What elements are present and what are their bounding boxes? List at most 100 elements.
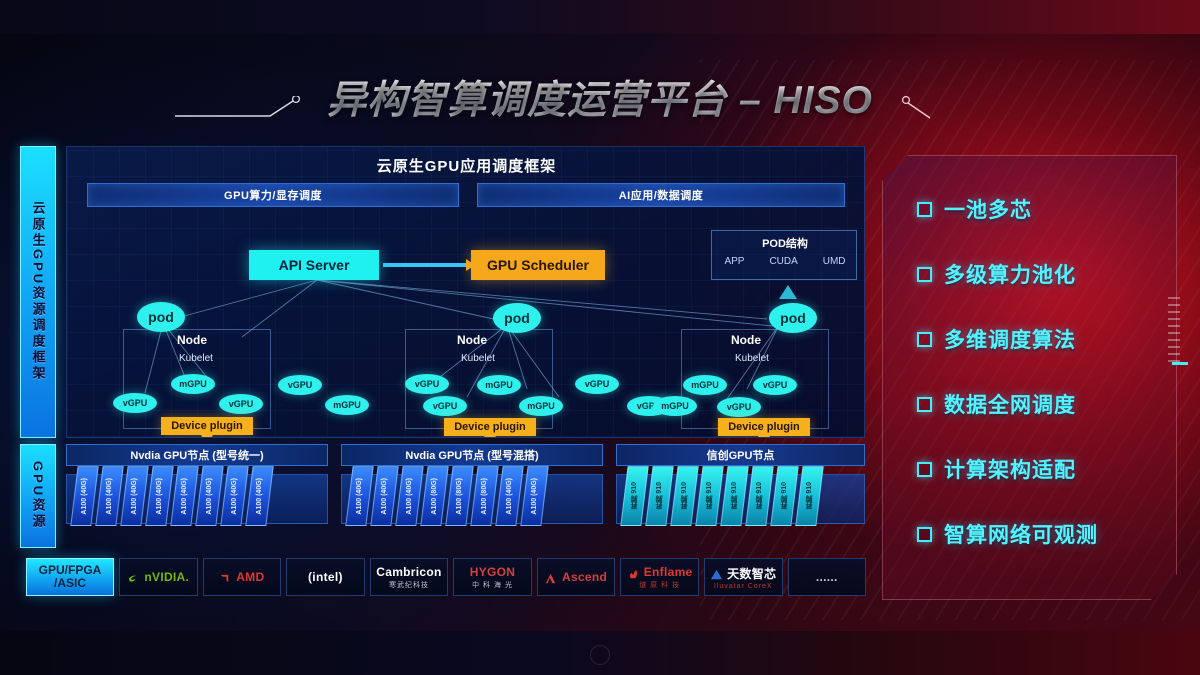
- gpu-card[interactable]: A100 (40G): [120, 466, 149, 526]
- vendor-subname: 燧 原 科 技: [639, 581, 681, 589]
- slide-title: 异构智算调度运营平台 – HISO: [327, 69, 873, 125]
- gpu-card[interactable]: A100 (40G): [520, 466, 549, 526]
- gpu-bubble-vgpu-2c[interactable]: vGPU: [575, 374, 619, 394]
- vendor-subname: Iluvatar CoreX: [713, 582, 773, 590]
- gpu-card[interactable]: A100 (40G): [345, 466, 374, 526]
- gpu-column-3-header: 信创GPU节点: [616, 444, 865, 466]
- gpu-card[interactable]: 昇腾 910: [770, 466, 799, 526]
- gpu-card[interactable]: 昇腾 910: [720, 466, 749, 526]
- device-plugin-1[interactable]: Device plugin: [161, 417, 253, 435]
- gpu-card[interactable]: A100 (80G): [420, 466, 449, 526]
- vendor-logo-row: (intel): [308, 570, 343, 584]
- vendor-cell[interactable]: ......: [787, 558, 867, 596]
- feature-item[interactable]: 多级算力池化: [917, 255, 1176, 293]
- gpu-bubble-vgpu-3a[interactable]: vGPU: [717, 397, 761, 417]
- gpu-card[interactable]: 昇腾 910: [745, 466, 774, 526]
- gpu-card[interactable]: A100 (40G): [195, 466, 224, 526]
- gpu-bubble-vgpu-2b[interactable]: vGPU: [423, 396, 467, 416]
- gpu-card[interactable]: A100 (40G): [495, 466, 524, 526]
- gpu-card[interactable]: A100 (40G): [220, 466, 249, 526]
- right-accent-stripes: [1168, 292, 1180, 362]
- vendor-cell[interactable]: HYGON 中 科 海 光: [453, 558, 532, 596]
- gpu-bubble-mgpu-1b[interactable]: mGPU: [325, 395, 369, 415]
- gpu-card[interactable]: 昇腾 910: [795, 466, 824, 526]
- vendor-cell[interactable]: Enflame 燧 原 科 技: [620, 558, 699, 596]
- pod-bubble-3[interactable]: pod: [769, 303, 817, 333]
- gpu-card-label: A100 (40G): [81, 477, 89, 515]
- framework-bar-compute[interactable]: GPU算力/显存调度: [87, 183, 459, 207]
- gpu-bubble-vgpu-3b[interactable]: vGPU: [753, 375, 797, 395]
- vendor-cell[interactable]: Cambricon 寒武纪科技: [369, 558, 449, 596]
- feature-checkbox-icon[interactable]: [917, 397, 932, 412]
- vendor-cell[interactable]: AMD: [202, 558, 282, 596]
- feature-item[interactable]: 多维调度算法: [917, 320, 1176, 358]
- gpu-card-label: 昇腾 910: [680, 482, 688, 510]
- gpu-bubble-mgpu-1a[interactable]: mGPU: [171, 374, 215, 394]
- gpu-scheduler-box[interactable]: GPU Scheduler: [471, 250, 605, 280]
- vendor-name: AMD: [236, 570, 265, 584]
- framework-block: 云原生GPU应用调度框架 GPU算力/显存调度 AI应用/数据调度: [66, 146, 865, 438]
- gpu-card[interactable]: A100 (40G): [395, 466, 424, 526]
- gpu-bubble-vgpu-1c[interactable]: vGPU: [278, 375, 322, 395]
- pod-bubble-1[interactable]: pod: [137, 302, 185, 332]
- gpu-card[interactable]: A100 (40G): [245, 466, 274, 526]
- vendor-logo-row: Ascend: [545, 570, 607, 584]
- slide-title-wrap: 异构智算调度运营平台 – HISO: [0, 66, 1200, 128]
- vendor-cell[interactable]: nVIDIA.: [119, 558, 198, 596]
- pod-bubble-2[interactable]: pod: [493, 303, 541, 333]
- vendor-subname: 寒武纪科技: [388, 581, 429, 589]
- device-plugin-3[interactable]: Device plugin: [718, 418, 810, 436]
- gpu-card[interactable]: A100 (80G): [445, 466, 474, 526]
- kubelet-label-2: Kubelet: [461, 353, 495, 364]
- gpu-card-label: A100 (40G): [181, 477, 189, 515]
- gpu-card-label: A100 (40G): [531, 477, 539, 515]
- gpu-bubble-vgpu-1b[interactable]: vGPU: [219, 394, 263, 414]
- gpu-bubble-mgpu-3a[interactable]: mGPU: [683, 375, 727, 395]
- vendor-tab-label[interactable]: GPU/FPGA /ASIC: [26, 558, 114, 596]
- gpu-card[interactable]: A100 (80G): [470, 466, 499, 526]
- gpu-bubble-mgpu-2a[interactable]: mGPU: [477, 375, 521, 395]
- vendor-cell[interactable]: Ascend: [536, 558, 616, 596]
- gpu-bubble-vgpu-1a[interactable]: vGPU: [113, 393, 157, 413]
- gpu-card[interactable]: 昇腾 910: [670, 466, 699, 526]
- gpu-card[interactable]: A100 (40G): [145, 466, 174, 526]
- feature-checkbox-icon[interactable]: [917, 462, 932, 477]
- feature-item[interactable]: 智算网络可观测: [917, 515, 1176, 553]
- feature-checkbox-icon[interactable]: [917, 267, 932, 282]
- feature-checkbox-icon[interactable]: [917, 202, 932, 217]
- vendor-tab-line2: /ASIC: [53, 576, 86, 590]
- vendor-cell[interactable]: (intel): [286, 558, 365, 596]
- vendor-name: Ascend: [562, 570, 608, 584]
- gpu-card[interactable]: A100 (40G): [370, 466, 399, 526]
- vendor-tab-line1: GPU/FPGA: [38, 563, 102, 578]
- framework-bar-ai[interactable]: AI应用/数据调度: [477, 183, 845, 207]
- feature-list: 一池多芯多级算力池化 多维调度算法 数据全网调度 计算架构适配 智算网络可观测: [917, 190, 1176, 553]
- gpu-card[interactable]: A100 (40G): [170, 466, 199, 526]
- gpu-card-label: 昇腾 910: [730, 482, 738, 510]
- vendor-cell[interactable]: 天数智芯 Iluvatar CoreX: [703, 558, 783, 596]
- gpu-bubble-vgpu-2a[interactable]: vGPU: [405, 374, 449, 394]
- side-tab-framework[interactable]: 云原生GPU资源调度框架: [20, 146, 56, 438]
- device-plugin-2[interactable]: Device plugin: [444, 418, 536, 436]
- gpu-card[interactable]: 昇腾 910: [695, 466, 724, 526]
- gpu-card[interactable]: A100 (40G): [70, 466, 99, 526]
- pod-structure-box[interactable]: POD结构 APP CUDA UMD: [711, 230, 857, 280]
- gpu-bubble-mgpu-2b[interactable]: mGPU: [519, 396, 563, 416]
- feature-checkbox-icon[interactable]: [917, 527, 932, 542]
- feature-item[interactable]: 一池多芯: [917, 190, 1176, 228]
- feature-checkbox-icon[interactable]: [917, 332, 932, 347]
- feature-item[interactable]: 计算架构适配: [917, 450, 1176, 488]
- gpu-card[interactable]: 昇腾 910: [645, 466, 674, 526]
- api-server-box[interactable]: API Server: [249, 250, 379, 280]
- gpu-card-label: A100 (80G): [431, 477, 439, 515]
- gpu-card[interactable]: 昇腾 910: [620, 466, 649, 526]
- feature-item[interactable]: 数据全网调度: [917, 385, 1176, 423]
- gpu-column-2-header: Nvdia GPU节点 (型号混搭): [341, 444, 603, 466]
- framework-title: 云原生GPU应用调度框架: [376, 158, 557, 175]
- gpu-card[interactable]: A100 (40G): [95, 466, 124, 526]
- side-tab-gpu-resource[interactable]: GPU资源: [20, 444, 56, 548]
- gpu-bubble-mgpu-3b[interactable]: mGPU: [653, 396, 697, 416]
- api-to-scheduler-arrow: [383, 259, 475, 271]
- gpu-card-label: A100 (40G): [256, 477, 264, 515]
